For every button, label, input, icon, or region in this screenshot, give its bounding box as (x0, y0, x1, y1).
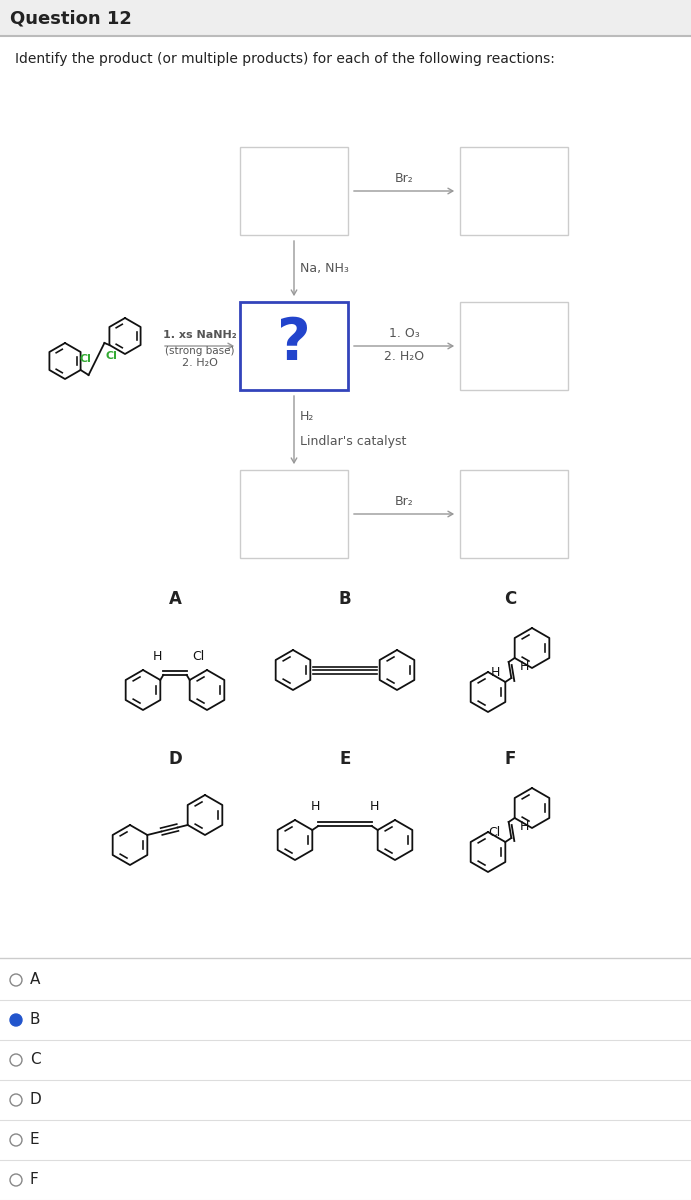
Text: Br₂: Br₂ (395, 172, 413, 185)
Text: Br₂: Br₂ (395, 494, 413, 508)
Text: Na, NH₃: Na, NH₃ (300, 262, 349, 275)
Text: C: C (504, 590, 516, 608)
Bar (0, 0, 691, 36)
Text: ?: ? (277, 314, 311, 372)
Text: B: B (30, 1013, 41, 1027)
Bar (240, 302, 348, 390)
Text: H: H (520, 821, 529, 834)
Text: 1. O₃: 1. O₃ (388, 326, 419, 340)
Circle shape (10, 1014, 22, 1026)
Bar (460, 146, 568, 235)
Text: H: H (153, 650, 162, 662)
Text: H: H (491, 666, 500, 679)
Text: Identify the product (or multiple products) for each of the following reactions:: Identify the product (or multiple produc… (15, 52, 555, 66)
Bar (460, 470, 568, 558)
Text: Question 12: Question 12 (10, 8, 132, 26)
Text: D: D (30, 1092, 41, 1108)
Text: B: B (339, 590, 351, 608)
Text: E: E (30, 1133, 39, 1147)
Text: 2. H₂O: 2. H₂O (182, 358, 218, 368)
Bar (240, 470, 348, 558)
Bar (460, 302, 568, 390)
Text: E: E (339, 750, 351, 768)
Text: A: A (30, 972, 40, 988)
Text: Cl: Cl (106, 350, 117, 361)
Text: A: A (169, 590, 182, 608)
Text: F: F (504, 750, 515, 768)
Text: Cl: Cl (488, 827, 500, 840)
Text: (strong base): (strong base) (164, 346, 234, 356)
Text: Lindlar's catalyst: Lindlar's catalyst (300, 434, 406, 448)
Text: H: H (520, 660, 529, 673)
Text: H: H (311, 800, 320, 814)
Text: Cl: Cl (193, 650, 205, 662)
Text: F: F (30, 1172, 39, 1188)
Text: D: D (168, 750, 182, 768)
Text: H₂: H₂ (300, 410, 314, 422)
Text: 1. xs NaNH₂: 1. xs NaNH₂ (162, 330, 236, 340)
Text: C: C (30, 1052, 41, 1068)
Bar (240, 146, 348, 235)
Text: H: H (370, 800, 379, 814)
Text: 2. H₂O: 2. H₂O (384, 350, 424, 362)
Text: Cl: Cl (79, 354, 91, 364)
